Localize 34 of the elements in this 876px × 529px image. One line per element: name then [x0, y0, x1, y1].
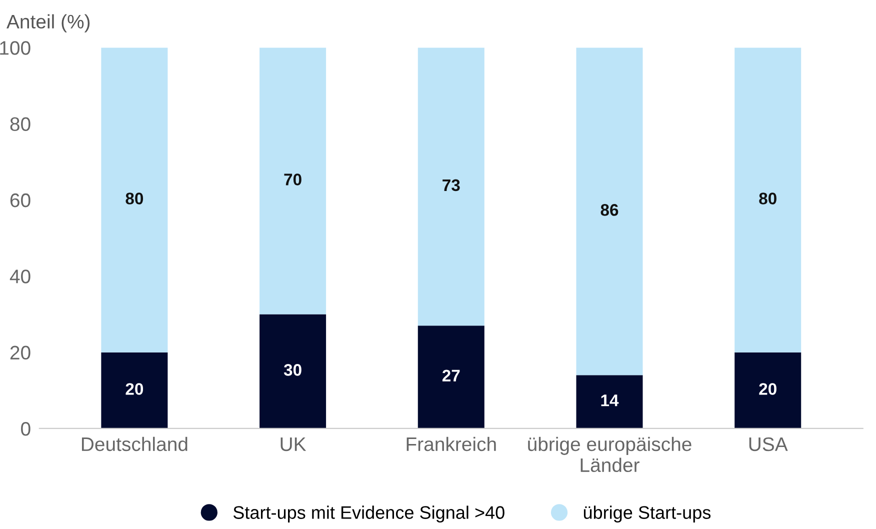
- bar: [734, 48, 802, 352]
- y-tick-label: 100: [0, 41, 30, 55]
- y-tick-label: 60: [10, 193, 30, 208]
- bar: [734, 352, 802, 428]
- data-label: 80: [759, 192, 776, 204]
- data-label: 70: [284, 174, 302, 186]
- data-label: 14: [601, 394, 619, 406]
- x-tick-label: UK: [280, 438, 306, 452]
- data-label: 73: [442, 179, 460, 192]
- x-tick-label: Deutschland: [82, 436, 188, 452]
- y-tick-label: 40: [10, 270, 30, 284]
- legend-label: übrige Start-ups: [584, 506, 711, 523]
- x-tick-label: übrige europäische Länder: [528, 436, 692, 472]
- data-label: 20: [126, 383, 144, 395]
- y-tick-label: 80: [10, 117, 30, 132]
- legend-label: Start-ups mit Evidence Signal >40: [233, 506, 504, 523]
- data-label: 30: [284, 364, 302, 376]
- bar: [576, 375, 643, 428]
- y-tick-label: 20: [10, 346, 30, 360]
- x-tick-label: Frankreich: [406, 436, 496, 452]
- bar: [101, 48, 168, 352]
- bar: [418, 326, 484, 428]
- bar: [576, 48, 643, 376]
- bar: [101, 352, 168, 428]
- data-label: 27: [442, 370, 460, 382]
- data-label: 86: [600, 204, 618, 216]
- bar: [418, 48, 484, 326]
- x-tick-label: USA: [749, 437, 788, 452]
- bar: [260, 48, 326, 314]
- y-axis-title: Anteil (%): [6, 14, 90, 32]
- bar: [260, 314, 326, 428]
- data-label: 20: [759, 383, 776, 395]
- data-label: 80: [126, 192, 144, 204]
- y-tick-label: 0: [21, 422, 30, 436]
